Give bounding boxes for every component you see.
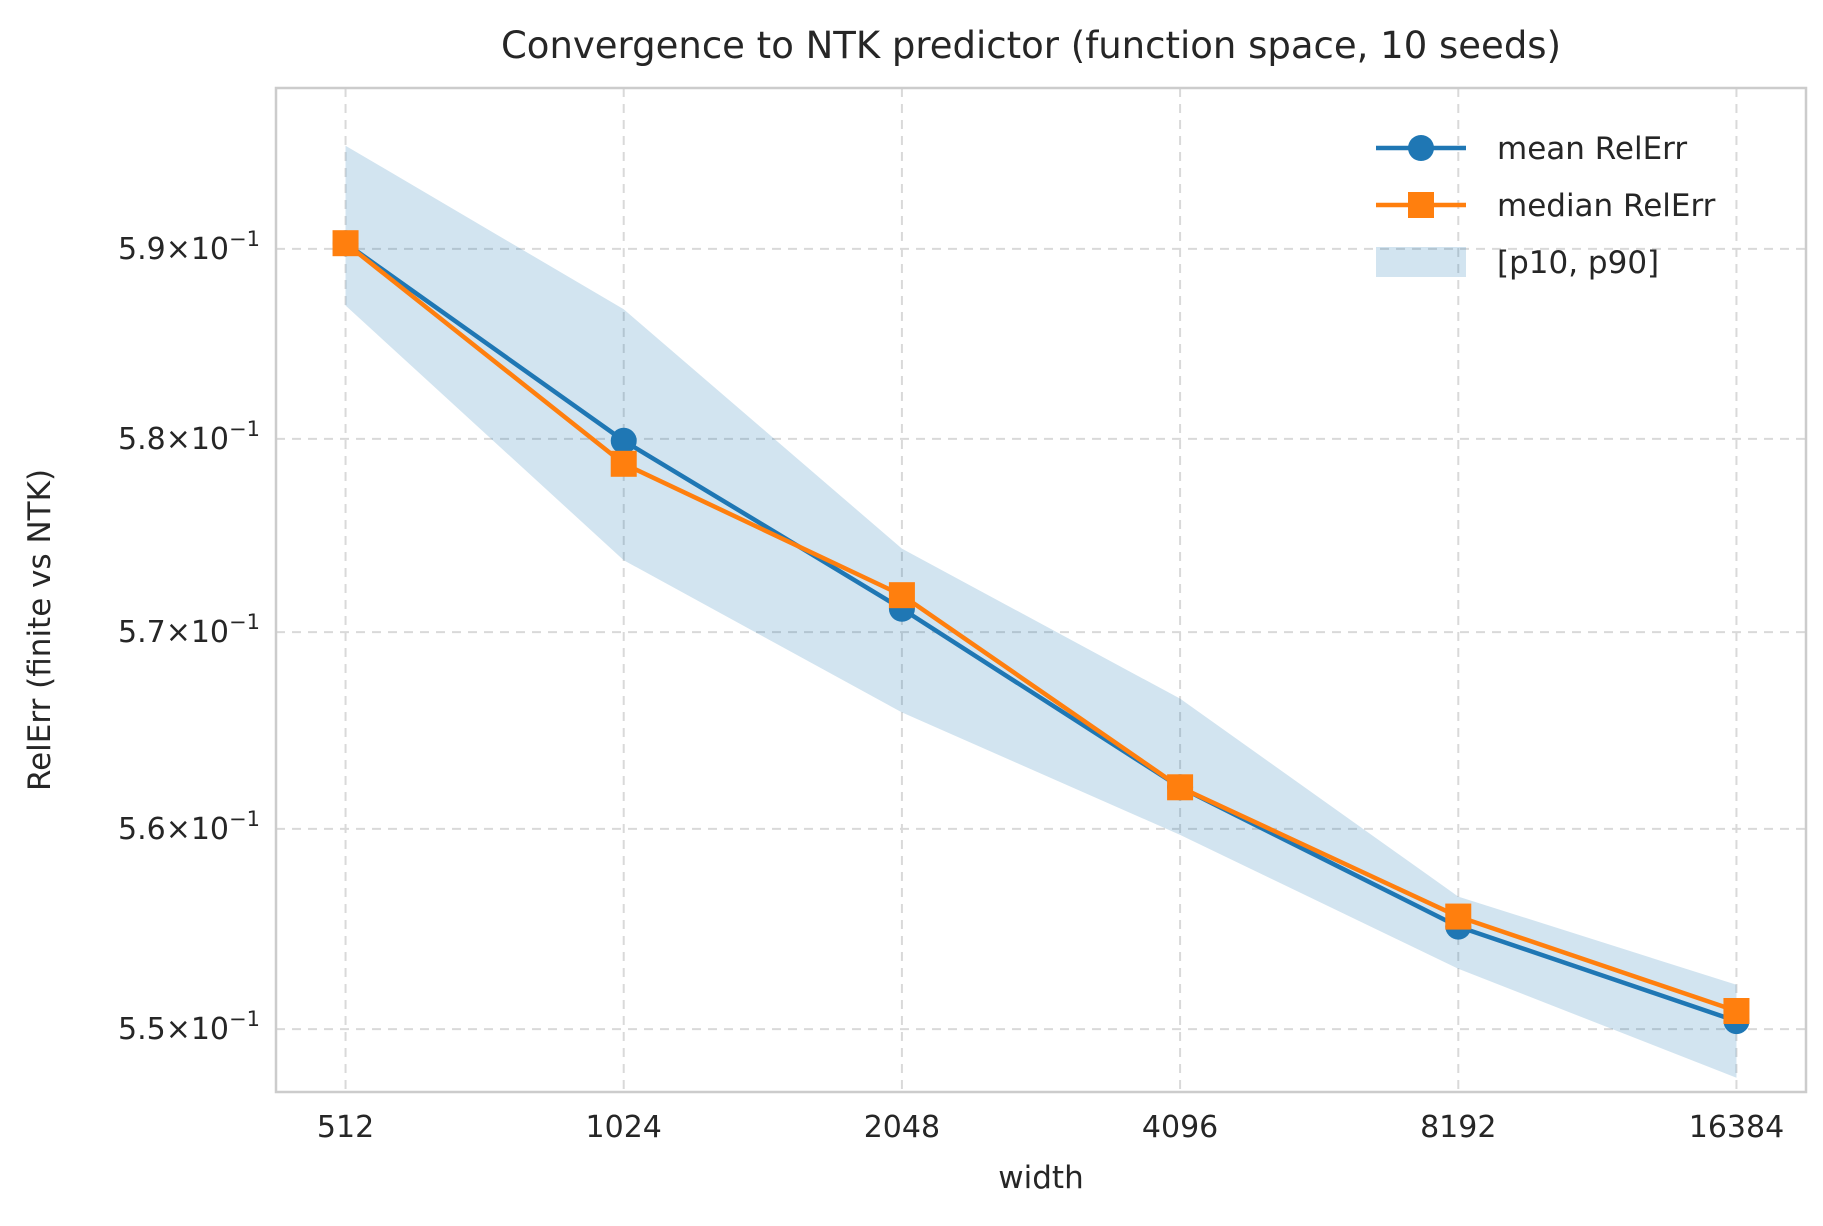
- legend-marker: [1408, 192, 1434, 218]
- data-point: [332, 230, 359, 257]
- data-point: [1445, 903, 1472, 930]
- x-tick-label: 8192: [1420, 1110, 1496, 1145]
- x-axis-label: width: [998, 1160, 1083, 1196]
- legend-band-swatch: [1376, 247, 1466, 277]
- legend-label: mean RelErr: [1497, 131, 1687, 167]
- data-point: [610, 450, 637, 477]
- x-tick-label: 4096: [1142, 1110, 1218, 1145]
- x-tick-label: 16384: [1689, 1110, 1784, 1145]
- legend-marker: [1408, 135, 1434, 161]
- data-point: [1167, 774, 1194, 801]
- y-tick-label: 5.8×10−1: [118, 417, 260, 457]
- y-tick-label: 5.9×10−1: [118, 227, 260, 267]
- x-tick-label: 512: [317, 1110, 374, 1145]
- band-layer: [345, 145, 1737, 1078]
- series-median: [332, 230, 1750, 1025]
- x-tick-label: 2048: [864, 1110, 940, 1145]
- legend-label: median RelErr: [1497, 188, 1716, 224]
- plot-frame: [274, 86, 1808, 1094]
- tick-layer: 512 1024 2048 4096 8192 16384 5.5×10−1 5.6×10−1…: [118, 227, 1784, 1145]
- series-line: [344, 241, 1738, 1024]
- y-axis-label: RelErr (finite vs NTK): [22, 469, 58, 791]
- x-tick-label: 1024: [586, 1110, 662, 1145]
- data-point: [1723, 998, 1750, 1025]
- data-point: [888, 582, 915, 609]
- data-point: [610, 427, 637, 454]
- series-line: [344, 241, 1738, 1014]
- series-layer: [332, 230, 1750, 1035]
- p10-p90-band: [345, 145, 1737, 1078]
- y-tick-label: 5.6×10−1: [118, 807, 260, 847]
- legend-label: [p10, p90]: [1497, 245, 1659, 281]
- y-tick-label: 5.7×10−1: [118, 610, 260, 650]
- y-tick-label: 5.5×10−1: [118, 1007, 260, 1047]
- legend: mean RelErr median RelErr [p10, p90]: [1376, 131, 1716, 281]
- chart-title: Convergence to NTK predictor (function s…: [501, 24, 1561, 67]
